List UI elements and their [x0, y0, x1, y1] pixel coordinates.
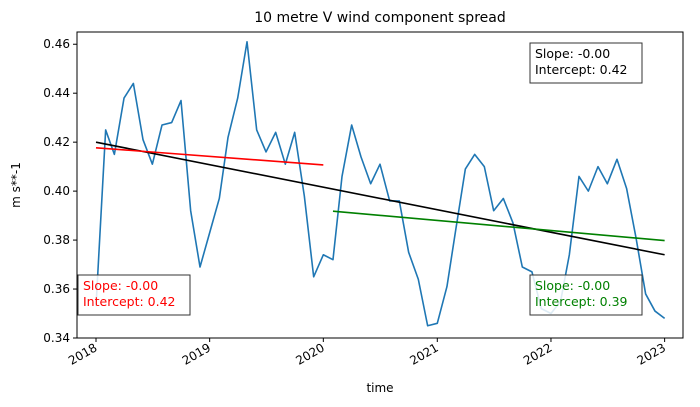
- y-tick-label: 0.44: [43, 86, 70, 100]
- y-axis: 0.34 0.36 0.38 0.40 0.42 0.44 0.46: [43, 37, 77, 345]
- annotation-text: Intercept: 0.42: [535, 62, 627, 77]
- x-tick-label: 2019: [180, 340, 213, 367]
- x-tick-label: 2021: [407, 340, 440, 367]
- annotation-box: [529, 42, 643, 84]
- axes-frame: [76, 31, 684, 339]
- annotation-box: [529, 274, 643, 316]
- y-tick-label: 0.40: [43, 184, 70, 198]
- y-tick-label: 0.42: [43, 135, 70, 149]
- x-axis-label: time: [366, 381, 393, 395]
- annotation-text: Intercept: 0.39: [535, 294, 628, 309]
- annotation-text: Intercept: 0.42: [83, 294, 175, 309]
- trend-line: [95, 141, 665, 256]
- y-tick-label: 0.46: [43, 37, 70, 51]
- x-axis: 2018 2019 2020 2021 2022 2023: [66, 338, 668, 368]
- annotation-text: Slope: -0.00: [535, 46, 610, 61]
- x-tick-label: 2018: [66, 340, 99, 367]
- trend-line: [332, 210, 665, 242]
- y-tick-label: 0.36: [43, 282, 70, 296]
- annotation-box: [77, 274, 191, 316]
- x-tick-label: 2020: [293, 340, 326, 367]
- y-axis-label: m s**-1: [9, 162, 23, 208]
- series-line: [95, 40, 666, 327]
- plot-area: [95, 40, 666, 327]
- annotation-text: Slope: -0.00: [535, 278, 610, 293]
- y-tick-label: 0.38: [43, 233, 70, 247]
- annotation-text: Slope: -0.00: [83, 278, 158, 293]
- x-tick-label: 2023: [635, 340, 668, 367]
- trend-line: [95, 146, 324, 166]
- chart-title: 10 metre V wind component spread: [254, 10, 505, 26]
- y-tick-label: 0.34: [43, 331, 70, 345]
- x-tick-label: 2022: [521, 340, 554, 367]
